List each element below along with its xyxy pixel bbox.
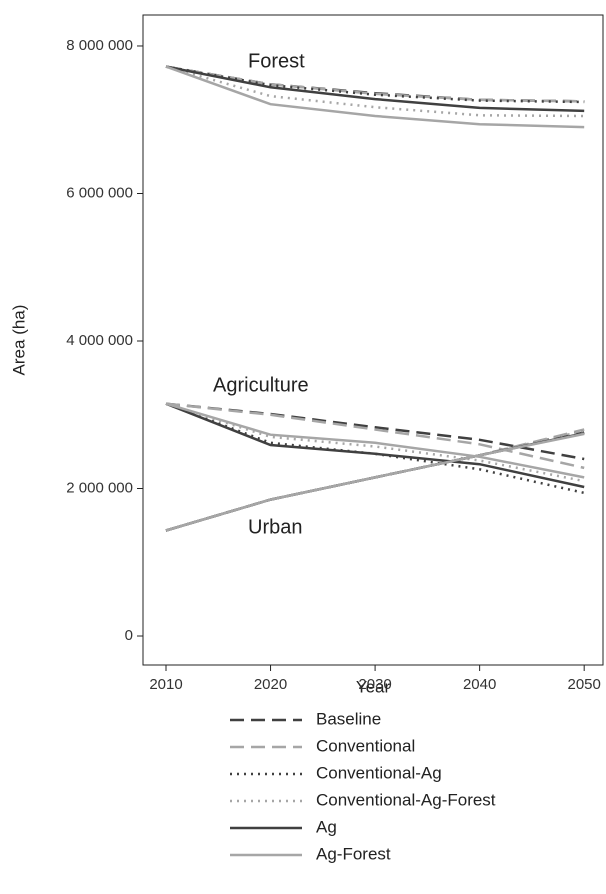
legend-label: Ag: [316, 817, 337, 836]
y-tick-label: 2 000 000: [66, 479, 133, 496]
series-line: [165, 65, 585, 113]
x-tick-label: 2020: [254, 676, 287, 693]
series-line: [165, 402, 585, 489]
y-tick-label: 4 000 000: [66, 332, 133, 349]
series-line: [165, 65, 585, 104]
y-axis-title: Area (ha): [9, 305, 28, 376]
x-axis-title: Year: [356, 677, 391, 696]
plot-frame: [142, 14, 604, 666]
legend-label: Baseline: [316, 709, 381, 728]
y-tick-label: 0: [125, 627, 133, 644]
legend-label: Ag-Forest: [316, 844, 391, 863]
series-line: [165, 402, 585, 495]
y-tick-label: 6 000 000: [66, 184, 133, 201]
group-label: Urban: [248, 516, 302, 538]
legend-label: Conventional-Ag-Forest: [316, 790, 496, 809]
group-label: Agriculture: [213, 374, 309, 396]
series-line: [165, 402, 585, 470]
series-line: [165, 432, 585, 532]
legend-label: Conventional-Ag: [316, 763, 442, 782]
y-tick-label: 8 000 000: [66, 37, 133, 54]
series-line: [165, 402, 585, 479]
series-line: [165, 65, 585, 129]
x-tick-label: 2040: [463, 676, 496, 693]
x-tick-label: 2050: [567, 676, 600, 693]
group-label: Forest: [248, 50, 305, 72]
x-tick-label: 2030: [358, 676, 391, 693]
legend-label: Conventional: [316, 736, 415, 755]
x-tick-label: 2010: [149, 676, 182, 693]
